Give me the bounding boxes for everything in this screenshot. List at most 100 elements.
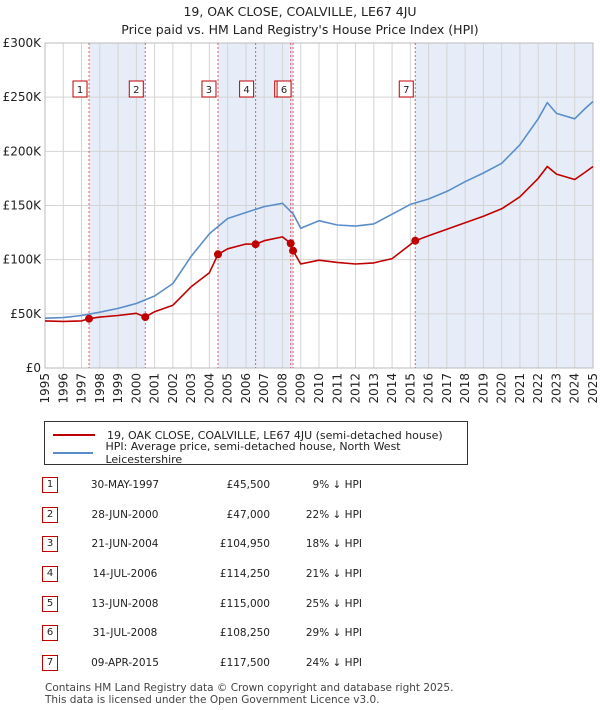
sale-hpi-diff: 9% ↓ HPI <box>312 478 362 491</box>
sale-date: 30-MAY-1997 <box>90 478 160 491</box>
sale-date: 09-APR-2015 <box>91 656 159 669</box>
sale-hpi-diff: 24% ↓ HPI <box>305 656 362 669</box>
legend-item-property: 19, OAK CLOSE, COALVILLE, LE67 4JU (semi… <box>53 428 443 442</box>
y-tick-label: £50K <box>10 307 42 321</box>
legend-label-hpi: HPI: Average price, semi-detached house,… <box>105 440 401 466</box>
sale-price: £114,250 <box>219 567 270 580</box>
x-tick-label: 2024 <box>568 373 582 404</box>
sale-label-box <box>276 80 292 98</box>
y-tick-label: £0 <box>26 361 41 375</box>
sale-price: £104,950 <box>219 538 270 551</box>
x-tick-label: 2005 <box>221 373 235 404</box>
x-tick-label: 2003 <box>184 373 198 404</box>
x-tick-label: 2023 <box>549 373 563 404</box>
y-tick-label: £200K <box>3 144 43 158</box>
x-tick-label: 2018 <box>458 373 472 404</box>
chart-title: 19, OAK CLOSE, COALVILLE, LE67 4JU <box>183 4 417 19</box>
sale-hpi-diff: 21% ↓ HPI <box>305 567 362 580</box>
sale-number: 6 <box>42 625 58 642</box>
legend-item-hpi: HPI: Average price, semi-detached house,… <box>53 440 467 466</box>
y-tick-label: £250K <box>3 90 43 104</box>
sale-label-number: 7 <box>403 85 409 96</box>
footer: Contains HM Land Registry data © Crown c… <box>45 682 453 706</box>
x-tick-label: 2002 <box>166 373 180 404</box>
chart-subtitle: Price paid vs. HM Land Registry's House … <box>121 22 479 37</box>
sale-row: 3 21-JUN-2004 £104,950 18% ↓ HPI <box>42 529 362 559</box>
x-tick-label: 2015 <box>403 373 417 404</box>
sale-date: 13-JUN-2008 <box>91 597 159 610</box>
sale-hpi-diff: 29% ↓ HPI <box>305 627 362 640</box>
sale-point <box>251 240 260 249</box>
x-tick-label: 2020 <box>495 373 509 404</box>
x-tick-label: 2025 <box>586 373 600 404</box>
sale-price: £108,250 <box>219 627 270 640</box>
footer-copyright: Contains HM Land Registry data © Crown c… <box>45 682 454 694</box>
x-tick-label: 1995 <box>38 373 52 404</box>
sale-label-number: 4 <box>243 85 249 96</box>
sale-hpi-diff: 18% ↓ HPI <box>305 538 362 551</box>
x-tick-label: 2017 <box>440 373 454 404</box>
x-tick-label: 1996 <box>56 373 70 404</box>
y-tick-label: £150K <box>3 199 43 213</box>
sale-number: 1 <box>42 476 58 493</box>
sale-label-box <box>201 80 217 98</box>
x-tick-label: 2004 <box>202 373 216 404</box>
hpi-series-line <box>44 100 594 319</box>
x-tick-label: 2019 <box>476 373 490 404</box>
sale-date: 31-JUL-2008 <box>92 627 158 640</box>
sale-hpi-diff: 22% ↓ HPI <box>305 508 362 521</box>
x-tick-label: 1998 <box>93 373 107 404</box>
sale-price: £115,000 <box>219 597 270 610</box>
sale-hpi-diff: 25% ↓ HPI <box>305 597 362 610</box>
sale-label-number: 2 <box>133 85 139 96</box>
sale-row: 5 13-JUN-2008 £115,000 25% ↓ HPI <box>42 589 362 619</box>
x-tick-label: 2013 <box>367 373 381 404</box>
sale-row: 4 14-JUL-2006 £114,250 21% ↓ HPI <box>42 559 362 589</box>
x-tick-label: 2021 <box>513 373 527 404</box>
legend-swatch-property <box>53 434 95 436</box>
x-tick-label: 2011 <box>330 373 344 404</box>
sale-number: 7 <box>42 654 58 671</box>
sale-row: 1 30-MAY-1997 £45,500 9% ↓ HPI <box>42 470 362 500</box>
x-tick-label: 2016 <box>422 373 436 404</box>
x-tick-label: 2001 <box>148 373 162 404</box>
sale-label-box <box>398 80 414 98</box>
sale-row: 7 09-APR-2015 £117,500 24% ↓ HPI <box>42 648 362 678</box>
sale-date: 21-JUN-2004 <box>91 538 159 551</box>
sale-date: 14-JUL-2006 <box>92 567 158 580</box>
sale-point <box>286 239 295 248</box>
x-tick-label: 2008 <box>275 373 289 404</box>
sale-label-number: 1 <box>77 85 83 96</box>
sale-number: 2 <box>42 506 58 523</box>
y-tick-label: £100K <box>3 253 43 267</box>
sale-label-number: 3 <box>206 85 212 96</box>
sale-row: 2 28-JUN-2000 £47,000 22% ↓ HPI <box>42 500 362 530</box>
sale-point <box>213 250 222 259</box>
footer-licence: This data is licensed under the Open Gov… <box>45 694 380 706</box>
x-tick-label: 1999 <box>111 373 125 404</box>
x-tick-label: 2010 <box>312 373 326 404</box>
legend-swatch-hpi <box>53 452 94 454</box>
sale-point <box>411 236 420 245</box>
sale-price: £47,000 <box>226 508 270 521</box>
x-tick-label: 2007 <box>257 373 271 404</box>
y-tick-label: £300K <box>3 36 43 50</box>
legend: 19, OAK CLOSE, COALVILLE, LE67 4JU (semi… <box>44 421 468 466</box>
sale-point <box>289 246 298 255</box>
x-tick-label: 2000 <box>129 373 143 404</box>
x-tick-label: 2022 <box>531 373 545 404</box>
legend-label-property: 19, OAK CLOSE, COALVILLE, LE67 4JU (semi… <box>107 428 443 442</box>
sale-price: £117,500 <box>219 656 270 669</box>
sale-row: 6 31-JUL-2008 £108,250 29% ↓ HPI <box>42 618 362 648</box>
price-chart: £0 £50K £100K £150K £200K £250K £300K 1995 1996 1… <box>3 36 600 404</box>
sale-label-box <box>72 80 88 98</box>
sale-point <box>85 314 94 323</box>
sale-label-box <box>239 80 255 98</box>
x-tick-label: 1997 <box>75 373 89 404</box>
x-tick-label: 2014 <box>385 373 399 404</box>
x-tick-label: 2006 <box>239 373 253 404</box>
sale-number: 5 <box>42 595 58 612</box>
x-tick-label: 2009 <box>294 373 308 404</box>
sale-number: 4 <box>42 565 58 582</box>
sale-date: 28-JUN-2000 <box>91 508 159 521</box>
